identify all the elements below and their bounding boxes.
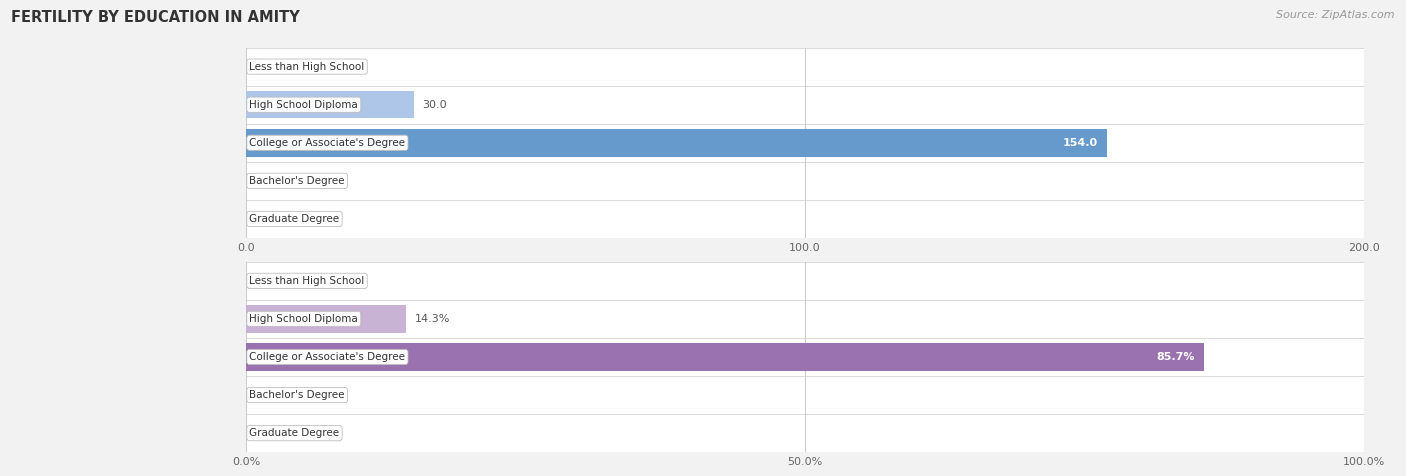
- Bar: [246, 86, 1364, 124]
- Text: FERTILITY BY EDUCATION IN AMITY: FERTILITY BY EDUCATION IN AMITY: [11, 10, 299, 25]
- Text: College or Associate's Degree: College or Associate's Degree: [249, 138, 405, 148]
- Bar: [246, 129, 1107, 157]
- Text: Bachelor's Degree: Bachelor's Degree: [249, 390, 344, 400]
- Text: Graduate Degree: Graduate Degree: [249, 428, 339, 438]
- Text: Source: ZipAtlas.com: Source: ZipAtlas.com: [1277, 10, 1395, 20]
- Bar: [246, 91, 413, 119]
- Bar: [246, 48, 1364, 86]
- Text: 0.0%: 0.0%: [254, 428, 283, 438]
- Bar: [246, 200, 1364, 238]
- Text: College or Associate's Degree: College or Associate's Degree: [249, 352, 405, 362]
- Text: 85.7%: 85.7%: [1157, 352, 1195, 362]
- Bar: [246, 305, 406, 333]
- Bar: [246, 124, 1364, 162]
- Bar: [246, 162, 1364, 200]
- Bar: [246, 300, 1364, 338]
- Text: Bachelor's Degree: Bachelor's Degree: [249, 176, 344, 186]
- Text: 0.0%: 0.0%: [254, 276, 283, 286]
- Text: 154.0: 154.0: [1063, 138, 1098, 148]
- Text: 0.0: 0.0: [254, 176, 273, 186]
- Bar: [246, 414, 1364, 452]
- Text: 0.0: 0.0: [254, 214, 273, 224]
- Text: Less than High School: Less than High School: [249, 276, 364, 286]
- Bar: [246, 343, 1204, 371]
- Bar: [246, 338, 1364, 376]
- Text: 30.0: 30.0: [423, 99, 447, 110]
- Text: High School Diploma: High School Diploma: [249, 99, 359, 110]
- Bar: [246, 376, 1364, 414]
- Text: 0.0%: 0.0%: [254, 390, 283, 400]
- Text: 0.0: 0.0: [254, 61, 273, 72]
- Text: Graduate Degree: Graduate Degree: [249, 214, 339, 224]
- Text: 14.3%: 14.3%: [415, 314, 450, 324]
- Text: High School Diploma: High School Diploma: [249, 314, 359, 324]
- Text: Less than High School: Less than High School: [249, 61, 364, 72]
- Bar: [246, 262, 1364, 300]
